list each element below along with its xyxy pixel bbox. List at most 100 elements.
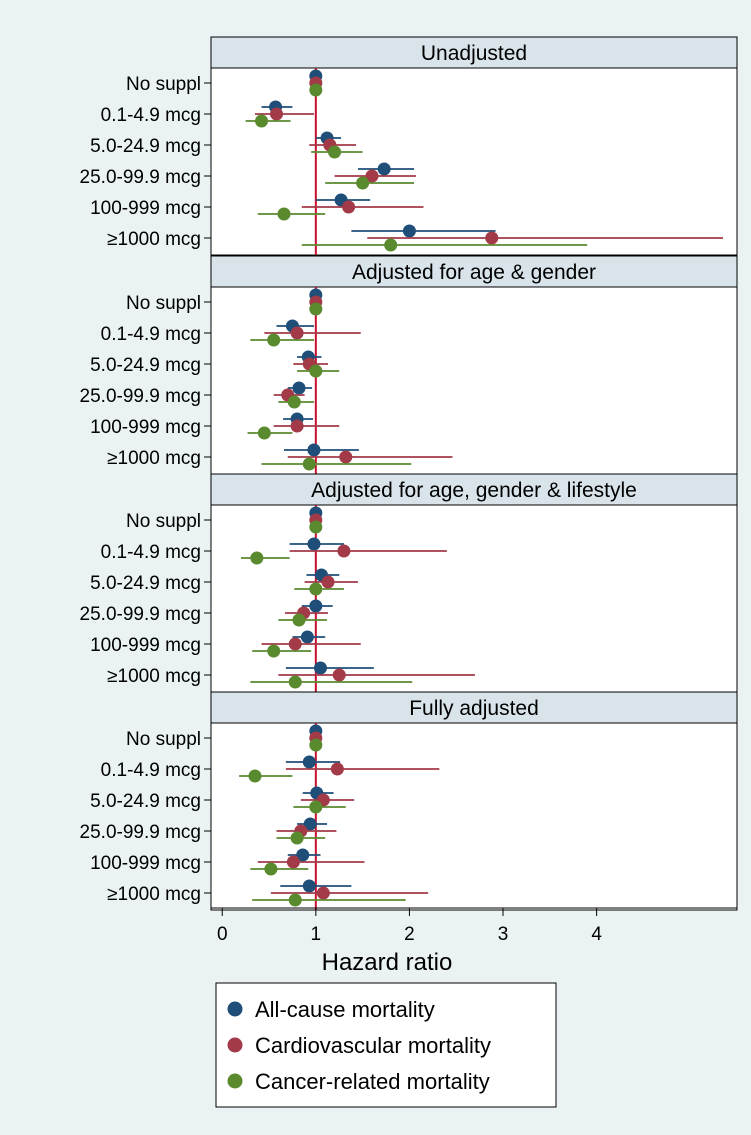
y-tick-label: ≥1000 mcg — [107, 448, 201, 469]
y-tick-label: 25.0-99.9 mcg — [80, 386, 201, 407]
plot-area — [210, 67, 738, 256]
estimate-point — [286, 855, 300, 869]
estimate-point — [288, 675, 302, 689]
estimate-point — [309, 520, 323, 534]
estimate-point — [250, 551, 264, 565]
estimate-point — [309, 582, 323, 596]
estimate-point — [356, 176, 370, 190]
estimate-point — [328, 145, 342, 159]
y-tick-label: 0.1-4.9 mcg — [101, 105, 201, 126]
estimate-point — [307, 537, 321, 551]
y-tick-label: 100-999 mcg — [90, 853, 201, 874]
legend-label: Cardiovascular mortality — [255, 1033, 491, 1058]
estimate-point — [314, 661, 328, 675]
panel-title: Adjusted for age & gender — [352, 261, 596, 284]
y-tick-label: ≥1000 mcg — [107, 884, 201, 905]
panel: Unadjusted No suppl 0.1-4.9 mcg 5.0-24.9 mc… — [80, 36, 738, 256]
panel-header — [210, 691, 738, 724]
plot-area — [210, 504, 738, 693]
estimate-point — [290, 831, 304, 845]
estimate-point — [290, 419, 304, 433]
estimate-point — [307, 443, 321, 457]
estimate-point — [255, 114, 269, 128]
plot-area — [210, 722, 738, 911]
estimate-point — [287, 395, 301, 409]
panels: Unadjusted No suppl 0.1-4.9 mcg 5.0-24.9 mc… — [80, 36, 738, 911]
legend-marker — [227, 1073, 243, 1089]
legend-label: All-cause mortality — [255, 997, 435, 1022]
y-tick-label: 5.0-24.9 mcg — [90, 136, 201, 157]
x-tick-label: 1 — [311, 924, 322, 945]
y-tick-label: 5.0-24.9 mcg — [90, 573, 201, 594]
estimate-point — [330, 762, 344, 776]
y-tick-label: No suppl — [126, 511, 201, 532]
estimate-point — [309, 738, 323, 752]
estimate-point — [321, 575, 335, 589]
estimate-point — [377, 162, 391, 176]
estimate-point — [296, 848, 310, 862]
estimate-point — [485, 231, 499, 245]
y-tick-label: 25.0-99.9 mcg — [80, 822, 201, 843]
estimate-point — [309, 83, 323, 97]
estimate-point — [288, 637, 302, 651]
legend-items: All-cause mortality Cardiovascular mortal… — [227, 997, 491, 1094]
y-tick-label: ≥1000 mcg — [107, 229, 201, 250]
y-tick-label: 0.1-4.9 mcg — [101, 542, 201, 563]
panel: Fully adjusted No suppl 0.1-4.9 mcg 5.0-24.… — [80, 691, 738, 911]
y-tick-label: 5.0-24.9 mcg — [90, 791, 201, 812]
estimate-point — [267, 644, 281, 658]
estimate-point — [303, 817, 317, 831]
panel: Adjusted for age & gender No suppl 0.1-4.9… — [80, 255, 738, 475]
estimate-point — [309, 599, 323, 613]
y-tick-label: No suppl — [126, 293, 201, 314]
y-tick-label: 0.1-4.9 mcg — [101, 324, 201, 345]
estimate-point — [290, 326, 304, 340]
estimate-point — [402, 224, 416, 238]
panel-title: Adjusted for age, gender & lifestyle — [311, 479, 637, 502]
x-tick-label: 2 — [404, 924, 415, 945]
panel-header — [210, 36, 738, 69]
estimate-point — [309, 302, 323, 316]
estimate-point — [316, 886, 330, 900]
x-ticks: 0 1 2 3 4 — [217, 908, 602, 945]
plot-area — [210, 286, 738, 475]
legend: All-cause mortality Cardiovascular mortal… — [215, 982, 557, 1108]
y-tick-label: No suppl — [126, 74, 201, 95]
panel-title: Unadjusted — [421, 42, 527, 65]
legend-marker — [227, 1037, 243, 1053]
y-tick-label: 25.0-99.9 mcg — [80, 167, 201, 188]
estimate-point — [302, 879, 316, 893]
estimate-point — [332, 668, 346, 682]
estimate-point — [309, 364, 323, 378]
y-tick-label: ≥1000 mcg — [107, 666, 201, 687]
estimate-point — [270, 107, 284, 121]
x-tick-label: 3 — [498, 924, 509, 945]
estimate-point — [264, 862, 278, 876]
legend-box — [215, 982, 557, 1108]
x-tick-label: 0 — [217, 924, 228, 945]
x-axis: 0 1 2 3 4 Hazard ratio — [211, 907, 737, 976]
estimate-point — [339, 450, 353, 464]
estimate-point — [267, 333, 281, 347]
panel-header — [210, 473, 738, 506]
estimate-point — [337, 544, 351, 558]
estimate-point — [288, 893, 302, 907]
y-tick-label: No suppl — [126, 729, 201, 750]
legend-label: Cancer-related mortality — [255, 1069, 490, 1094]
estimate-point — [277, 207, 291, 221]
y-tick-label: 100-999 mcg — [90, 635, 201, 656]
y-tick-label: 100-999 mcg — [90, 198, 201, 219]
estimate-point — [257, 426, 271, 440]
panel-title: Fully adjusted — [409, 697, 539, 720]
y-tick-label: 100-999 mcg — [90, 417, 201, 438]
estimate-point — [342, 200, 356, 214]
legend-marker — [227, 1001, 243, 1017]
panel-header — [210, 255, 738, 288]
estimate-point — [302, 755, 316, 769]
estimate-point — [292, 381, 306, 395]
x-tick-label: 4 — [591, 924, 602, 945]
estimate-point — [302, 457, 316, 471]
y-tick-label: 5.0-24.9 mcg — [90, 355, 201, 376]
estimate-point — [309, 800, 323, 814]
